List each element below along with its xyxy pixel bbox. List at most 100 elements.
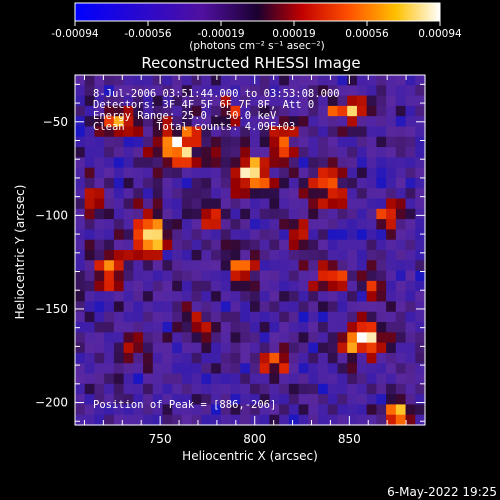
heatmap-cell — [143, 322, 154, 333]
heatmap-cell — [269, 157, 280, 169]
heatmap-cell — [318, 383, 329, 395]
heatmap-cell — [94, 116, 105, 128]
heatmap-cell — [405, 322, 416, 333]
heatmap-cell — [211, 239, 222, 251]
heatmap-cell — [308, 157, 319, 169]
heatmap-cell — [376, 95, 387, 107]
heatmap-cell — [288, 270, 300, 282]
heatmap-cell — [366, 105, 377, 117]
heatmap-cell — [415, 75, 426, 86]
heatmap-cell — [240, 383, 251, 395]
heatmap-cell — [337, 322, 348, 333]
heatmap-cell — [143, 188, 154, 200]
heatmap-cell — [395, 95, 407, 107]
heatmap-cell — [113, 363, 125, 375]
heatmap-cell — [308, 105, 319, 117]
heatmap-cell — [337, 260, 348, 272]
heatmap-cell — [356, 404, 368, 416]
heatmap-cell — [133, 394, 144, 406]
heatmap-cell — [386, 147, 397, 158]
heatmap-cell — [356, 116, 368, 128]
heatmap-cell — [298, 157, 309, 169]
heatmap-cell — [133, 260, 144, 272]
heatmap-cell — [133, 85, 144, 97]
heatmap-cell — [366, 270, 377, 282]
heatmap-cell — [211, 280, 222, 292]
heatmap-cell — [250, 394, 261, 406]
heatmap-cell — [395, 260, 407, 272]
heatmap-cell — [104, 157, 115, 169]
heatmap-cell — [240, 291, 251, 303]
heatmap-cell — [181, 188, 193, 200]
heatmap-cell — [405, 85, 416, 97]
heatmap-cell — [211, 270, 222, 282]
heatmap-cell — [191, 188, 202, 200]
heatmap-cell — [181, 322, 193, 333]
heatmap-cell — [356, 270, 368, 282]
colorbar-gradient — [74, 2, 441, 22]
heatmap-cell — [395, 301, 407, 313]
heatmap-cell — [191, 291, 202, 303]
heatmap-cell — [415, 188, 426, 200]
heatmap-cell — [240, 373, 251, 385]
y-tick-label: −50 — [43, 115, 68, 129]
heatmap-cell — [84, 177, 96, 189]
heatmap-cell — [298, 270, 309, 282]
heatmap-cell — [75, 208, 86, 220]
heatmap-cell — [376, 342, 387, 354]
heatmap-cell — [405, 167, 416, 179]
heatmap-cell — [288, 188, 300, 200]
heatmap-cell — [230, 301, 241, 313]
heatmap-cell — [318, 147, 329, 158]
heatmap-cell — [269, 280, 280, 292]
heatmap-cell — [143, 95, 154, 107]
heatmap-cell — [181, 75, 193, 86]
heatmap-cell — [230, 157, 241, 169]
heatmap-cell — [143, 116, 154, 128]
heatmap-cell — [405, 332, 416, 344]
annotation-peak-position: Position of Peak = [886,-206] — [93, 399, 276, 411]
heatmap-cell — [347, 105, 358, 117]
heatmap-cell — [211, 414, 222, 426]
footer-date: 6-May-2022 19:25 — [387, 485, 497, 499]
x-tick-label: 800 — [243, 432, 266, 446]
heatmap-cell — [347, 126, 358, 138]
heatmap-cell — [143, 270, 154, 282]
heatmap-cell — [366, 167, 377, 179]
heatmap-cell — [288, 291, 300, 303]
heatmap-cell — [133, 198, 144, 210]
heatmap-cell — [386, 414, 397, 426]
heatmap-cell — [318, 250, 329, 261]
heatmap-cell — [220, 342, 232, 354]
heatmap-cell — [84, 126, 96, 138]
heatmap-cell — [230, 229, 241, 241]
heatmap-cell — [113, 239, 125, 251]
colorbar-tick-label: -0.00056 — [124, 28, 172, 40]
heatmap-cell — [269, 188, 280, 200]
heatmap-cell — [327, 301, 339, 313]
heatmap-cell — [143, 239, 154, 251]
heatmap-cell — [376, 291, 387, 303]
heatmap-cell — [366, 95, 377, 107]
heatmap-cell — [337, 270, 348, 282]
heatmap-cell — [211, 85, 222, 97]
heatmap-cell — [220, 126, 232, 138]
heatmap-cell — [240, 126, 251, 138]
heatmap-cell — [162, 404, 173, 416]
heatmap-cell — [376, 177, 387, 189]
heatmap-cell — [201, 75, 212, 86]
heatmap-cell — [133, 157, 144, 169]
heatmap-cell — [84, 188, 96, 200]
heatmap-cell — [366, 208, 377, 220]
heatmap-cell — [113, 260, 125, 272]
heatmap-cell — [395, 404, 407, 416]
heatmap-cell — [240, 239, 251, 251]
heatmap-cell — [133, 116, 144, 128]
heatmap-cell — [220, 332, 232, 344]
heatmap-cell — [211, 188, 222, 200]
annotation-time-range: 8-Jul-2006 03:51:44.000 to 03:53:08.000 — [93, 88, 340, 100]
heatmap-cell — [181, 332, 193, 344]
colorbar-tick-label: 0.00094 — [418, 28, 462, 40]
heatmap-cell — [123, 332, 134, 344]
heatmap-cell — [84, 198, 96, 210]
